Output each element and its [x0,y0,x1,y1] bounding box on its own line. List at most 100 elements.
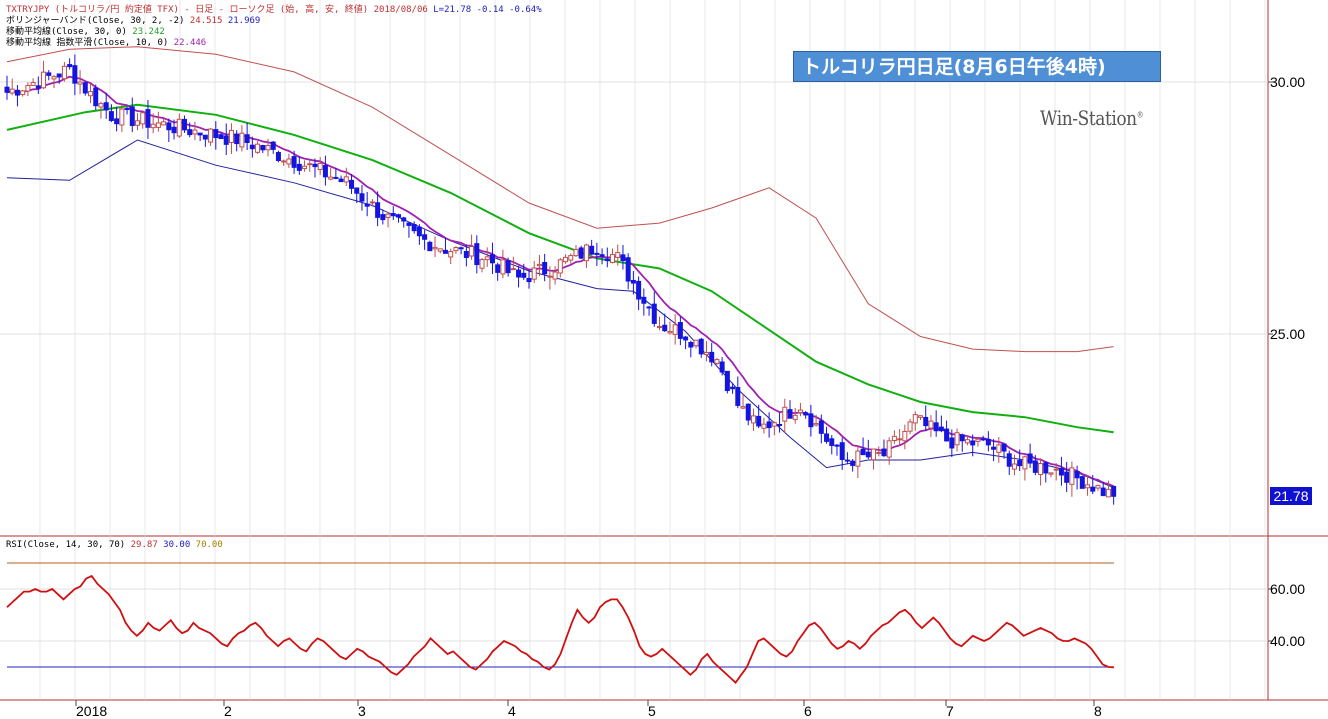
candle-body [740,406,746,409]
candle-body [448,250,454,258]
time-tick-label: 5 [648,703,656,719]
candle-body [745,403,751,421]
candle-body [119,108,125,126]
candle-body [818,420,824,434]
candle-body [67,64,73,68]
candle-body [1043,462,1049,474]
candle-body [803,412,809,416]
brand-logo: Win-Station® [1040,106,1143,130]
change-percent: -0.64% [509,5,542,15]
candle-body [1048,472,1054,475]
candle-body [944,428,950,442]
candle-body [860,448,866,456]
candle-body [975,438,981,442]
candle-body [474,243,480,266]
time-tick-label: 2018 [76,703,107,719]
sma-label: 移動平均線(Close, 30, 0) [6,27,127,37]
candle-body [850,460,856,466]
candle-body [338,178,344,183]
candle-body [1111,485,1117,497]
sma-legend: 移動平均線(Close, 30, 0) 23.242 [6,27,542,38]
candle-body [161,121,167,126]
candle-body [703,352,709,355]
candle-body [730,386,736,390]
candle-body [197,132,203,136]
candle-body [317,162,323,171]
candle-body [886,440,892,458]
candle-body [275,152,281,161]
candle-body [176,118,182,137]
sma-line [6,103,1114,434]
candle-body [573,248,579,257]
candle-body [385,213,391,218]
candle-body [343,176,349,183]
candle-body [322,165,328,178]
candle-body [302,165,308,170]
rsi-legend: RSI(Close, 14, 30, 70) 29.87 30.00 70.00 [6,540,223,551]
brand-mark: ® [1136,110,1144,120]
candle-body [636,280,642,300]
candle-body [437,248,443,252]
candle-body [281,160,287,163]
sma-value: 23.242 [132,27,165,37]
candle-body [1058,468,1064,476]
candle-body [1017,460,1023,467]
candle-body [959,434,965,442]
candle-body [667,331,673,334]
rsi-lower-value: 30.00 [163,540,191,550]
chart-banner: トルコリラ円日足(8月6日午後4時) [793,51,1161,82]
candle-body [761,423,767,429]
candle-body [923,416,929,427]
candle-body [787,409,793,419]
candle-body [933,422,939,432]
candle-body [9,88,15,94]
time-tick-label: 7 [946,703,954,719]
candle-body [1090,486,1096,492]
candle-body [1100,487,1106,497]
bollinger-legend: ボリンジャーバンド(Close, 30, 2, -2) 24.515 21.96… [6,16,542,27]
candle-body [531,267,537,280]
candle-body [855,450,861,467]
candle-body [829,438,835,446]
candle-body [171,126,177,134]
candle-body [427,241,433,252]
symbol-text: TXTRYJPY (トルコリラ/円 約定値 TFX) - 日足 - ローソク足 … [6,5,434,15]
rsi-label: RSI(Close, 14, 30, 70) [6,540,126,550]
price-tick-label: 30.00 [1270,74,1305,90]
candle-body [1027,453,1033,464]
candle-body [270,141,276,150]
candle-body [646,306,652,309]
candle-body [1011,463,1017,470]
candle-body [213,129,219,139]
candle-body [1085,484,1091,489]
candle-body [228,129,234,143]
candle-body [103,102,109,111]
candle-body [808,413,814,428]
candle-body [657,325,662,328]
candle-body [328,176,334,180]
candle-body [354,187,360,194]
candle-body [249,144,255,150]
candle-body [578,247,584,259]
candle-body [777,423,783,426]
candle-body [604,258,610,262]
bollinger-lower-line [6,139,1114,489]
candle-body [369,201,375,204]
candle-body [25,85,31,92]
candle-body [239,132,245,148]
candle-body [61,65,67,80]
rsi-value: 29.87 [130,540,158,550]
candle-body [797,409,803,414]
candle-body [568,255,574,261]
candle-body [88,91,94,97]
candle-body [510,268,516,271]
candle-body [907,421,913,432]
candle-body [719,361,725,373]
candle-body [1038,463,1044,475]
candle-body [124,108,130,111]
candle-body [641,296,647,304]
candle-body [552,271,558,280]
candle-body [181,118,187,131]
